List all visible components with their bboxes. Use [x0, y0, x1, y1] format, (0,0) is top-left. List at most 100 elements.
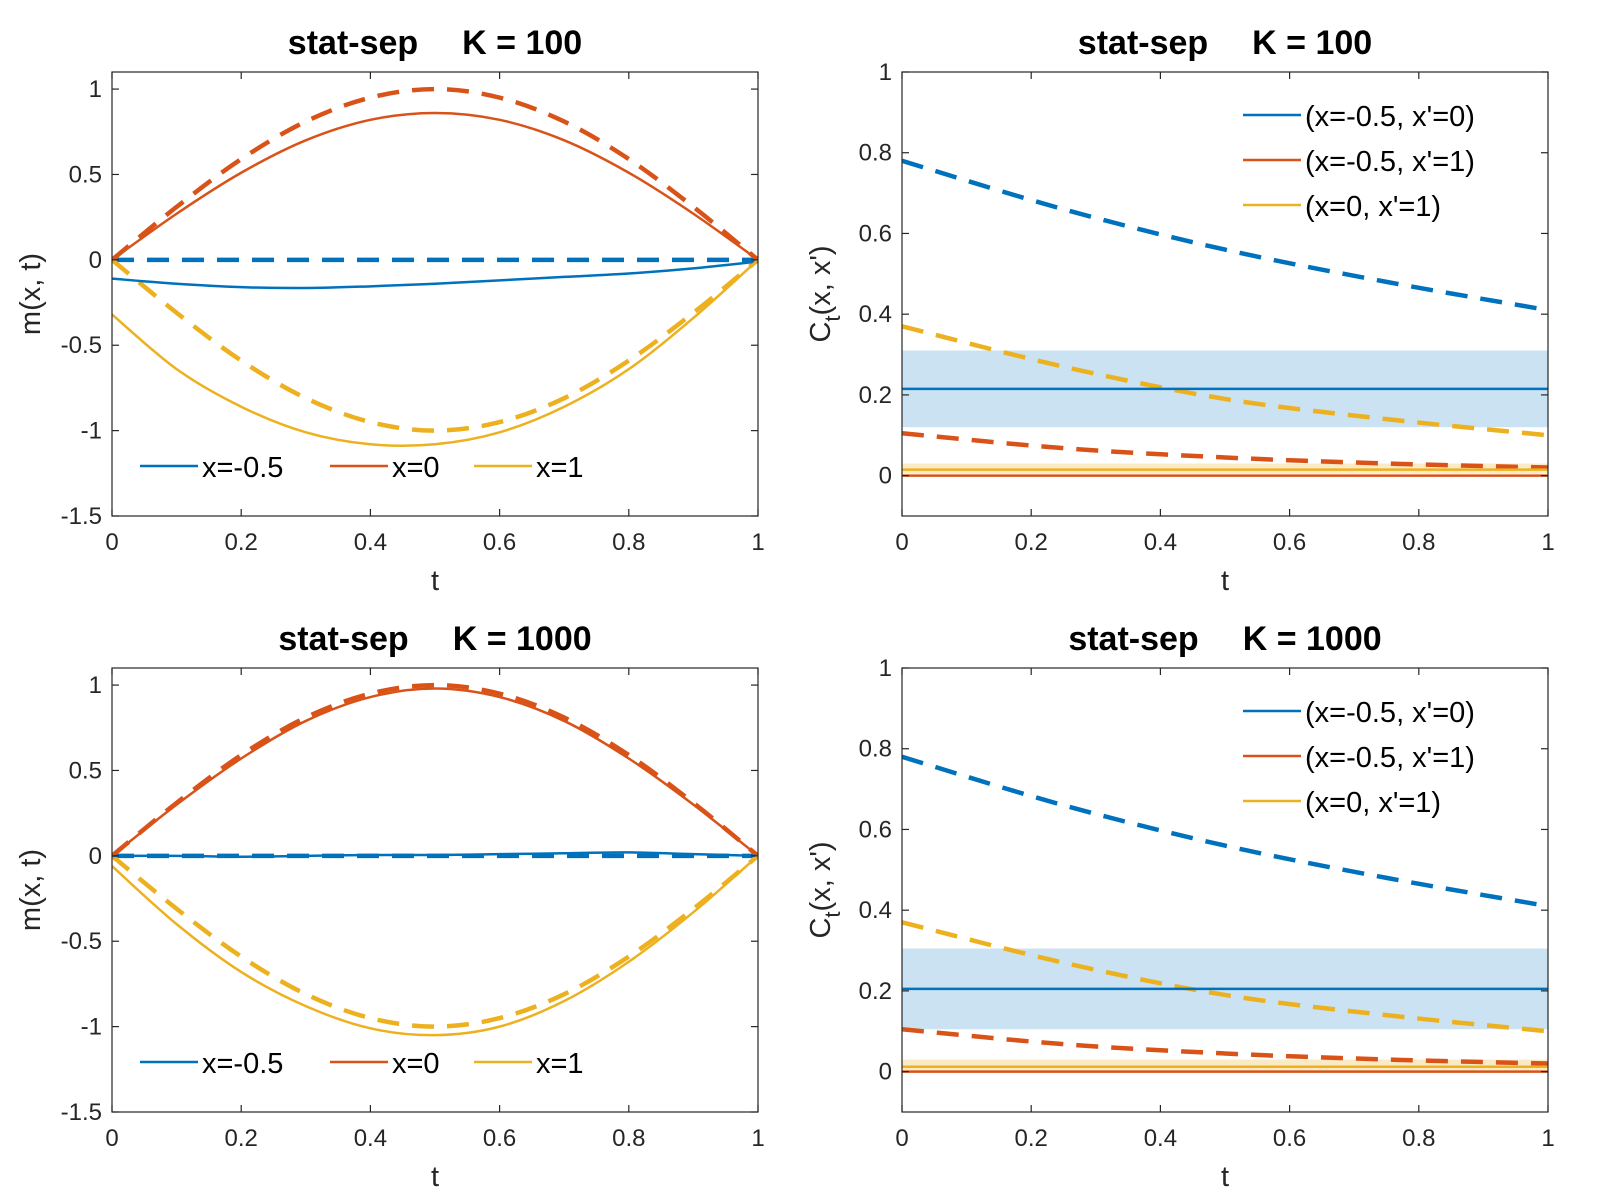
- x-tick-label: 0.6: [483, 1125, 516, 1152]
- chart-title: stat-sep K = 100: [288, 24, 582, 62]
- series-line: [112, 258, 758, 448]
- legend-label: (x=-0.5, x'=0): [1305, 697, 1475, 729]
- x-tick-label: 0.2: [1015, 1125, 1048, 1152]
- y-tick-label: 0.4: [859, 301, 892, 328]
- x-tick-label: 1: [751, 529, 764, 556]
- legend-label: x=0: [392, 1048, 440, 1080]
- title-left: stat-sep: [288, 24, 418, 62]
- x-tick-label: 0: [895, 1125, 908, 1152]
- x-tick-label: 0: [105, 529, 118, 556]
- y-tick-label: 0: [89, 843, 102, 870]
- y-label-rest: (x, x'): [805, 245, 837, 315]
- legend: (x=-0.5, x'=0) (x=-0.5, x'=1) (x=0, x'=1): [1243, 101, 1475, 223]
- legend-label: x=1: [536, 452, 584, 484]
- x-tick-label: 1: [1541, 1125, 1554, 1152]
- x-tick-label: 0.8: [1402, 1125, 1435, 1152]
- y-tick-label: 0.8: [859, 736, 892, 763]
- legend-label: x=1: [536, 1048, 584, 1080]
- legend-label: x=0: [392, 452, 440, 484]
- legend: (x=-0.5, x'=0) (x=-0.5, x'=1) (x=0, x'=1): [1243, 697, 1475, 819]
- plot-p1: 0 0.2 0.4 0.6 0.8 1 -1.5 -1 -0.5 0 0.5 1 stat-sep K =…: [15, 24, 765, 597]
- legend-label: (x=0, x'=1): [1305, 787, 1441, 819]
- y-tick-label: 0.6: [859, 220, 892, 247]
- x-tick-label: 0.4: [354, 529, 387, 556]
- series-line: [902, 920, 1548, 1034]
- y-tick-label: -1.5: [61, 503, 102, 530]
- chart-title: stat-sep K = 1000: [1068, 620, 1381, 658]
- y-axis-label: Ct(x, x'): [805, 841, 845, 938]
- series-line: [112, 258, 758, 433]
- series-line: [112, 682, 758, 858]
- title-right: K = 100: [1252, 24, 1372, 62]
- series-line: [112, 687, 758, 857]
- x-tick-label: 0.2: [225, 1125, 258, 1152]
- title-right: K = 1000: [1243, 620, 1382, 658]
- x-tick-label: 0.4: [354, 1125, 387, 1152]
- y-label-rest: (x, x'): [805, 841, 837, 911]
- series-line: [112, 111, 758, 261]
- x-axis-label: t: [1221, 1161, 1229, 1193]
- series-line: [902, 431, 1548, 470]
- y-axis-label: m(x, t): [15, 849, 47, 931]
- series-line: [112, 854, 758, 1037]
- data-layer: [112, 682, 758, 1037]
- axes-box: [111, 71, 759, 517]
- data-layer: [902, 754, 1548, 1073]
- series-line: [112, 260, 758, 290]
- y-tick-label: 1: [879, 59, 892, 86]
- series-line: [902, 754, 1548, 909]
- y-tick-label: 0.2: [859, 978, 892, 1005]
- x-axis-label: t: [431, 1161, 439, 1193]
- x-tick-label: 0.6: [483, 529, 516, 556]
- y-tick-label: 1: [89, 76, 102, 103]
- data-layer: [112, 86, 758, 448]
- x-tick-label: 0.4: [1144, 1125, 1177, 1152]
- legend-label: (x=0, x'=1): [1305, 191, 1441, 223]
- x-axis-label: t: [431, 565, 439, 597]
- title-left: stat-sep: [1068, 620, 1198, 658]
- x-tick-label: 0.6: [1273, 529, 1306, 556]
- series-line: [112, 854, 758, 1029]
- y-tick-label: 0: [879, 1059, 892, 1086]
- y-tick-label: 0.4: [859, 897, 892, 924]
- series-line: [902, 324, 1548, 438]
- y-tick-label: 1: [879, 655, 892, 682]
- x-tick-label: 1: [1541, 529, 1554, 556]
- legend-label: (x=-0.5, x'=0): [1305, 101, 1475, 133]
- plot-p4: 0 0.2 0.4 0.6 0.8 1 0 0.2 0.4 0.6 0.8 1 stat-sep K = …: [805, 620, 1555, 1193]
- y-tick-label: 0: [89, 247, 102, 274]
- x-axis-label: t: [1221, 565, 1229, 597]
- x-tick-label: 0.6: [1273, 1125, 1306, 1152]
- legend: x=-0.5 x=0 x=1: [140, 452, 584, 484]
- y-label-base: C: [805, 322, 837, 343]
- legend-label: x=-0.5: [202, 452, 283, 484]
- x-tick-label: 1: [751, 1125, 764, 1152]
- series-line: [112, 851, 758, 858]
- y-label-subscript: t: [820, 315, 845, 321]
- y-tick-label: 0.5: [69, 757, 102, 784]
- y-label-subscript: t: [820, 911, 845, 917]
- series-line: [902, 158, 1548, 313]
- legend-label: (x=-0.5, x'=1): [1305, 146, 1475, 178]
- chart-title: stat-sep K = 1000: [278, 620, 591, 658]
- series-line: [902, 1027, 1548, 1066]
- y-tick-label: 1: [89, 672, 102, 699]
- axes-box: [901, 667, 1549, 1113]
- x-tick-label: 0.8: [612, 529, 645, 556]
- y-axis-label: Ct(x, x'): [805, 245, 845, 342]
- y-tick-label: -1: [81, 418, 102, 445]
- legend-label: (x=-0.5, x'=1): [1305, 742, 1475, 774]
- x-tick-label: 0.8: [612, 1125, 645, 1152]
- x-tick-label: 0.4: [1144, 529, 1177, 556]
- axes-background: [112, 668, 758, 1112]
- x-tick-label: 0: [895, 529, 908, 556]
- x-tick-label: 0.8: [1402, 529, 1435, 556]
- y-axis-label: m(x, t): [15, 253, 47, 335]
- y-label-base: C: [805, 918, 837, 939]
- y-tick-label: -0.5: [61, 332, 102, 359]
- y-tick-label: 0.6: [859, 816, 892, 843]
- legend-label: x=-0.5: [202, 1048, 283, 1080]
- chart-title: stat-sep K = 100: [1078, 24, 1372, 62]
- y-tick-label: -1: [81, 1014, 102, 1041]
